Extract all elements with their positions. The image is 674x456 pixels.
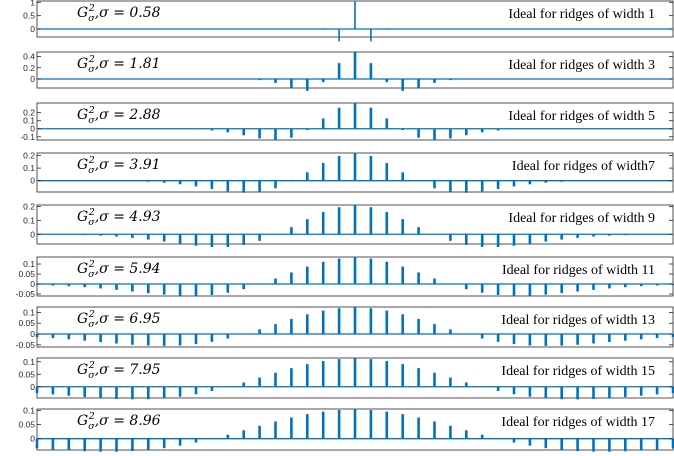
y-tick-label: 0 — [30, 24, 35, 34]
sigma-value: ,σ = 1.81 — [95, 56, 161, 72]
y-tick-label: 0.1 — [23, 116, 35, 126]
sigma-value: ,σ = 0.58 — [95, 5, 161, 21]
y-tick-label: -0.05 — [16, 289, 36, 299]
y-tick-label: 0 — [30, 74, 35, 84]
stem-panel: 0.10.050-0.05 Gσ2,σ = 5.94 Ideal for ridge… — [16, 256, 674, 299]
y-tick-label: 0.05 — [18, 269, 35, 279]
superscript: 2 — [88, 54, 95, 65]
y-tick-label: 0.05 — [18, 318, 35, 328]
subscript: σ — [88, 64, 95, 75]
sigma-label: Gσ2,σ = 2.88 — [77, 105, 161, 126]
sigma-value: ,σ = 8.96 — [95, 413, 161, 429]
sigma-label: Gσ2,σ = 6.95 — [77, 309, 161, 330]
superscript: 2 — [88, 207, 95, 218]
y-tick-label: 0.1 — [23, 215, 35, 225]
symbol-g: G — [77, 362, 88, 378]
sigma-value: ,σ = 2.88 — [95, 107, 161, 123]
y-tick-label: 0 — [30, 382, 35, 392]
symbol-g: G — [77, 209, 88, 225]
y-tick-label: 1 — [30, 0, 35, 7]
y-tick-label: 0.2 — [23, 201, 35, 211]
symbol-g: G — [77, 261, 88, 277]
stem-panel: 0.10.050-0.05 Gσ2,σ = 6.95 Ideal for ridge… — [16, 306, 674, 350]
symbol-g: G — [77, 107, 88, 123]
stem-panel: 0.40.20 Gσ2,σ = 1.81 Ideal for ridges of w… — [23, 52, 674, 91]
y-tick-label: 0 — [30, 229, 35, 239]
y-tick-label: 0.05 — [18, 420, 35, 430]
y-tick-label: 0 — [30, 434, 35, 444]
sigma-label: Gσ2,σ = 5.94 — [77, 259, 161, 280]
subscript: σ — [88, 165, 95, 176]
ridge-width-annotation: Ideal for ridges of width7 — [512, 159, 655, 174]
y-tick-label: 0.2 — [23, 108, 35, 118]
ridge-width-annotation: Ideal for ridges of width 1 — [508, 7, 655, 22]
subscript: σ — [88, 269, 95, 280]
y-tick-label: 0.05 — [18, 369, 35, 379]
superscript: 2 — [88, 155, 95, 166]
symbol-g: G — [77, 157, 88, 173]
y-tick-label: 0.4 — [23, 52, 35, 62]
y-tick-label: 0.1 — [23, 163, 35, 173]
sigma-label: Gσ2,σ = 3.91 — [77, 155, 161, 176]
stem-panel: 1 0.5 0 Gσ2,σ = 0.58 Ideal for ridges of wid… — [23, 0, 674, 42]
sigma-value: ,σ = 5.94 — [95, 261, 161, 277]
sigma-value: ,σ = 4.93 — [95, 209, 161, 225]
y-tick-label: 0.1 — [23, 307, 35, 317]
subscript: σ — [88, 370, 95, 381]
y-tick-label: -0.05 — [16, 340, 36, 350]
superscript: 2 — [88, 105, 95, 116]
y-tick-label: 0 — [30, 329, 35, 339]
symbol-g: G — [77, 413, 88, 429]
subscript: σ — [88, 421, 95, 432]
symbol-g: G — [77, 56, 88, 72]
superscript: 2 — [88, 360, 95, 371]
y-tick-label: 0.2 — [23, 151, 35, 161]
sigma-label: Gσ2,σ = 8.96 — [77, 411, 161, 432]
sigma-value: ,σ = 7.95 — [95, 362, 161, 378]
stem-panel: 0.1 0.05 0 Gσ2,σ = 7.95 Ideal for ridges of … — [18, 357, 674, 400]
y-tick-label: 0.1 — [23, 259, 35, 269]
y-tick-label: 0 — [30, 124, 35, 134]
y-tick-label: -0.1 — [20, 132, 35, 142]
y-tick-label: 0.1 — [23, 357, 35, 367]
ridge-width-annotation: Ideal for ridges of width 5 — [508, 109, 655, 124]
symbol-g: G — [77, 311, 88, 327]
superscript: 2 — [88, 3, 95, 14]
sigma-label: Gσ2,σ = 4.93 — [77, 207, 161, 228]
ridge-width-annotation: Ideal for ridges of width 3 — [508, 58, 655, 73]
ridge-width-annotation: Ideal for ridges of width 11 — [502, 263, 655, 278]
superscript: 2 — [88, 411, 95, 422]
sigma-label: Gσ2,σ = 7.95 — [77, 360, 161, 381]
sigma-value: ,σ = 6.95 — [95, 311, 161, 327]
y-tick-label: 0.2 — [23, 63, 35, 73]
subscript: σ — [88, 319, 95, 330]
superscript: 2 — [88, 309, 95, 320]
sigma-value: ,σ = 3.91 — [95, 157, 161, 173]
stem-panel: 0.2 0.1 0 Gσ2,σ = 3.91 Ideal for ridges of w… — [23, 151, 674, 193]
ridge-width-annotation: Ideal for ridges of width 15 — [501, 364, 655, 379]
subscript: σ — [88, 217, 95, 228]
y-tick-label: 0.5 — [23, 11, 35, 21]
superscript: 2 — [88, 259, 95, 270]
sigma-label: Gσ2,σ = 0.58 — [77, 3, 161, 24]
y-tick-label: 0.1 — [23, 405, 35, 415]
symbol-g: G — [77, 5, 88, 21]
subscript: σ — [88, 115, 95, 126]
subscript: σ — [88, 13, 95, 24]
ridge-width-annotation: Ideal for ridges of width 9 — [508, 211, 655, 226]
sigma-label: Gσ2,σ = 1.81 — [77, 54, 161, 75]
y-tick-label: 0 — [30, 279, 35, 289]
ridge-width-annotation: Ideal for ridges of width 13 — [501, 313, 655, 328]
y-tick-label: 0 — [30, 176, 35, 186]
ridge-width-annotation: Ideal for ridges of width 17 — [501, 415, 655, 430]
stem-panel: 0.1 0.05 0 Gσ2,σ = 8.96 Ideal for ridges of … — [18, 405, 674, 452]
stem-panel: 0.2 0.1 0 Gσ2,σ = 4.93 Ideal for ridges of w… — [23, 201, 674, 247]
stem-panel: 0.20.10-0.1 Gσ2,σ = 2.88 Ideal for ridges … — [20, 102, 674, 142]
